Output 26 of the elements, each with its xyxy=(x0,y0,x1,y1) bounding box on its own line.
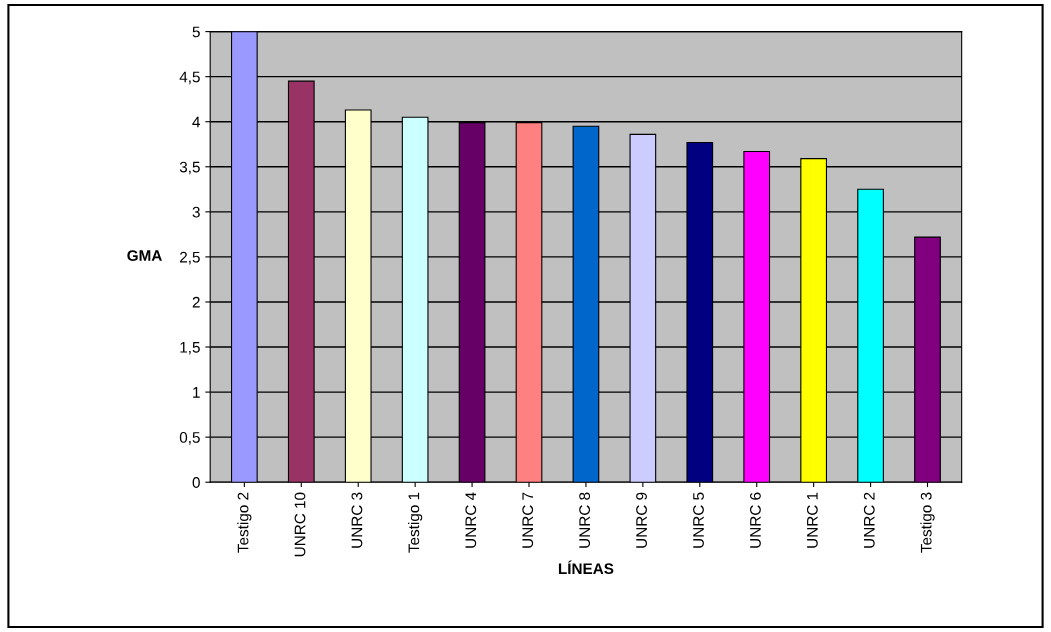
x-tick-label: UNRC 6 xyxy=(750,492,761,548)
y-tick-label: 3,5 xyxy=(179,161,200,175)
y-tick-label: 1 xyxy=(193,387,200,398)
x-axis-title: LÍNEAS xyxy=(558,560,614,575)
x-tick-label: Testigo 1 xyxy=(408,492,423,553)
x-tick-label: UNRC 1 xyxy=(806,492,818,548)
x-tick-label: Testigo 2 xyxy=(237,492,252,553)
y-tick-label: 5 xyxy=(192,26,200,38)
y-axis-title: GMA xyxy=(127,250,162,262)
x-tick-label: UNRC 9 xyxy=(636,492,647,548)
x-tick-label: UNRC 7 xyxy=(522,492,534,548)
y-tick-label: 2 xyxy=(192,296,200,308)
y-tick-label: 2,5 xyxy=(180,251,200,265)
x-tick-label: UNRC 10 xyxy=(294,492,306,557)
y-tick-label: 0,5 xyxy=(179,432,200,445)
y-tick-label: 4,5 xyxy=(179,71,200,85)
x-tick-label: UNRC 4 xyxy=(465,492,477,548)
y-tick-label: 1,5 xyxy=(180,342,200,355)
x-tick-label: Testigo 3 xyxy=(920,492,935,553)
x-tick-label: UNRC 5 xyxy=(693,492,704,548)
y-tick-label: 4 xyxy=(192,116,201,128)
y-tick-label: 3 xyxy=(192,206,200,218)
y-tick-label: 0 xyxy=(192,477,200,488)
x-tick-label: UNRC 3 xyxy=(351,492,363,548)
x-tick-label: UNRC 2 xyxy=(863,492,875,548)
x-tick-label: UNRC 8 xyxy=(579,492,591,548)
